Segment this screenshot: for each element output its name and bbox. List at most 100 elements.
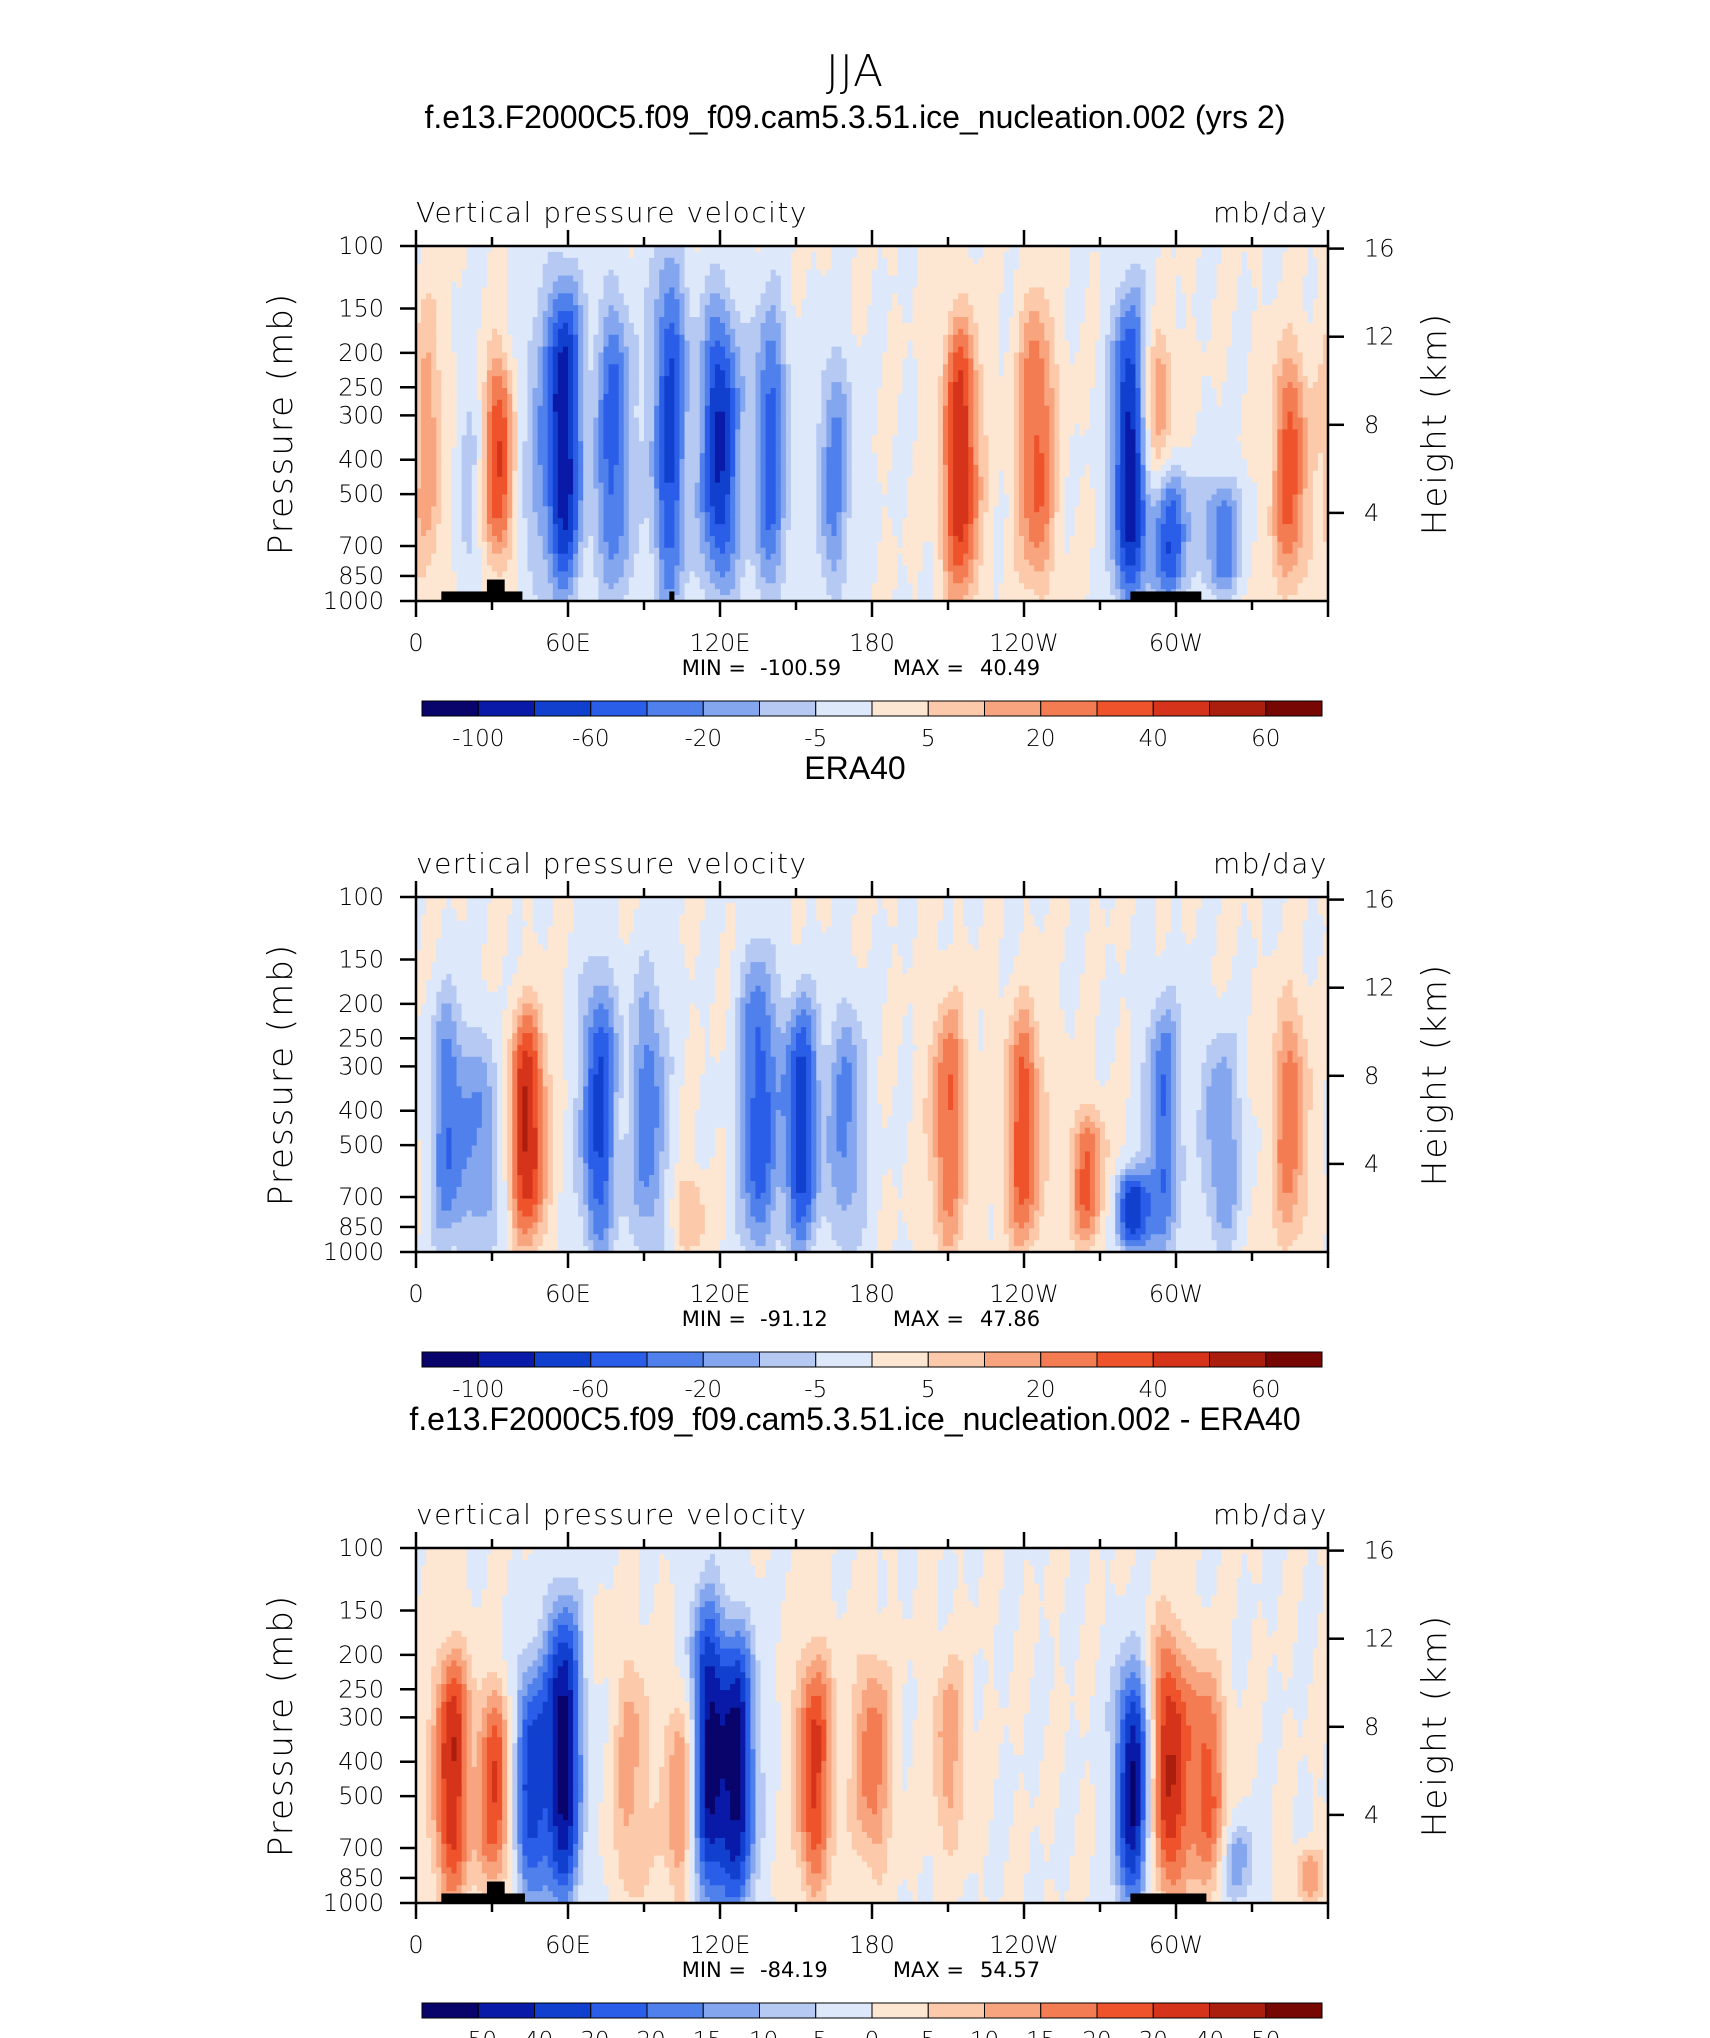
heatmap-cell xyxy=(664,459,675,466)
heatmap-cell xyxy=(431,411,442,419)
heatmap-cell xyxy=(1135,346,1142,354)
heatmap-cell xyxy=(785,459,792,466)
heatmap-cell xyxy=(1120,541,1142,549)
heatmap-cell xyxy=(968,482,974,490)
heatmap-cell xyxy=(1115,595,1121,602)
heatmap-cell xyxy=(1135,364,1142,371)
heatmap-cell xyxy=(816,459,822,466)
heatmap-cell xyxy=(679,541,686,549)
heatmap-cell xyxy=(598,328,605,336)
heatmap-cell xyxy=(725,275,772,283)
heatmap-cell xyxy=(649,459,655,466)
heatmap-cell xyxy=(1282,429,1299,436)
heatmap-cell xyxy=(1135,530,1142,537)
heatmap-cell xyxy=(603,393,620,401)
heatmap-cell xyxy=(1297,453,1304,460)
heatmap-cell xyxy=(973,334,979,342)
heatmap-cell xyxy=(603,559,625,567)
heatmap-cell xyxy=(887,328,949,336)
heatmap-cell xyxy=(846,553,878,561)
heatmap-cell xyxy=(1241,405,1273,413)
heatmap-cell xyxy=(1064,322,1081,330)
heatmap-cell xyxy=(598,500,605,507)
heatmap-cell xyxy=(507,441,513,448)
heatmap-cell xyxy=(421,305,437,312)
heatmap-cell xyxy=(897,269,919,277)
heatmap-cell xyxy=(441,482,453,490)
heatmap-cell xyxy=(1024,494,1035,502)
heatmap-cell xyxy=(502,346,513,354)
heatmap-cell xyxy=(1135,352,1142,360)
heatmap-cell xyxy=(1307,251,1314,259)
heatmap-cell xyxy=(770,553,782,561)
heatmap-cell xyxy=(1054,482,1061,490)
heatmap-cell xyxy=(699,340,706,348)
heatmap-cell xyxy=(1277,441,1283,448)
heatmap-cell xyxy=(527,388,534,395)
heatmap-cell xyxy=(1216,293,1238,300)
heatmap-cell xyxy=(492,411,503,419)
heatmap-cell xyxy=(882,376,903,383)
heatmap-cell xyxy=(674,257,686,265)
heatmap-cell xyxy=(948,524,954,531)
heatmap-cell xyxy=(674,393,681,401)
heatmap-cell xyxy=(735,559,746,567)
heatmap-cell xyxy=(1110,476,1116,484)
heatmap-cell xyxy=(1145,530,1157,537)
heatmap-cell xyxy=(973,470,979,478)
heatmap-cell xyxy=(699,311,706,318)
heatmap-cell xyxy=(942,535,949,543)
heatmap-cell xyxy=(968,559,974,567)
heatmap-cell xyxy=(765,346,777,354)
heatmap-cell xyxy=(1115,577,1121,584)
heatmap-cell xyxy=(1089,405,1106,413)
heatmap-cell xyxy=(1059,476,1066,484)
heatmap-cell xyxy=(613,269,650,277)
heatmap-cell xyxy=(902,364,919,371)
heatmap-cell xyxy=(1145,541,1157,549)
heatmap-cell xyxy=(953,334,969,342)
heatmap-cell xyxy=(755,447,762,454)
heatmap-cell xyxy=(1165,482,1182,490)
heatmap-cell xyxy=(679,269,686,277)
heatmap-cell xyxy=(973,257,979,265)
heatmap-cell xyxy=(755,583,782,590)
heatmap-cell xyxy=(593,464,599,472)
heatmap-cell xyxy=(780,281,792,289)
heatmap-cell xyxy=(608,388,620,395)
heatmap-cell xyxy=(917,388,939,395)
heatmap-cell xyxy=(725,571,736,578)
heatmap-cell xyxy=(897,423,919,431)
heatmap-cell xyxy=(547,346,554,354)
heatmap-cell xyxy=(1307,423,1329,431)
heatmap-cell xyxy=(486,251,508,259)
heatmap-cell xyxy=(740,583,757,590)
heatmap-cell xyxy=(1013,269,1071,277)
heatmap-cell xyxy=(1302,405,1329,413)
heatmap-cell xyxy=(573,902,620,910)
heatmap-cell xyxy=(633,553,655,561)
heatmap-cell xyxy=(1024,583,1050,590)
heatmap-cell xyxy=(1170,388,1202,395)
heatmap-cell xyxy=(684,411,701,419)
heatmap-cell xyxy=(953,382,964,389)
heatmap-cell xyxy=(841,541,848,549)
heatmap-cell xyxy=(1145,293,1157,300)
heatmap-cell xyxy=(492,488,508,496)
heatmap-cell xyxy=(998,293,1015,300)
heatmap-cell xyxy=(547,388,554,395)
heatmap-cell xyxy=(481,299,508,306)
heatmap-cell xyxy=(517,559,529,567)
heatmap-cell xyxy=(1120,346,1137,354)
heatmap-cell xyxy=(416,541,437,549)
heatmap-cell xyxy=(644,423,655,431)
heatmap-cell xyxy=(552,470,559,478)
heatmap-cell xyxy=(1165,370,1172,377)
heatmap-cell xyxy=(704,429,711,436)
heatmap-cell xyxy=(851,459,878,466)
heatmap-cell xyxy=(1145,370,1152,377)
heatmap-cell xyxy=(1024,364,1045,371)
heatmap-cell xyxy=(1064,541,1071,549)
heatmap-cell xyxy=(644,388,655,395)
heatmap-cell xyxy=(618,281,650,289)
